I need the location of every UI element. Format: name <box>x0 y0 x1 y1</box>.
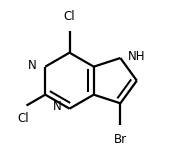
Text: N: N <box>52 100 61 114</box>
Text: Cl: Cl <box>64 10 75 23</box>
Text: Cl: Cl <box>17 112 29 125</box>
Text: NH: NH <box>128 50 145 63</box>
Text: N: N <box>28 58 37 72</box>
Text: Br: Br <box>114 133 127 146</box>
